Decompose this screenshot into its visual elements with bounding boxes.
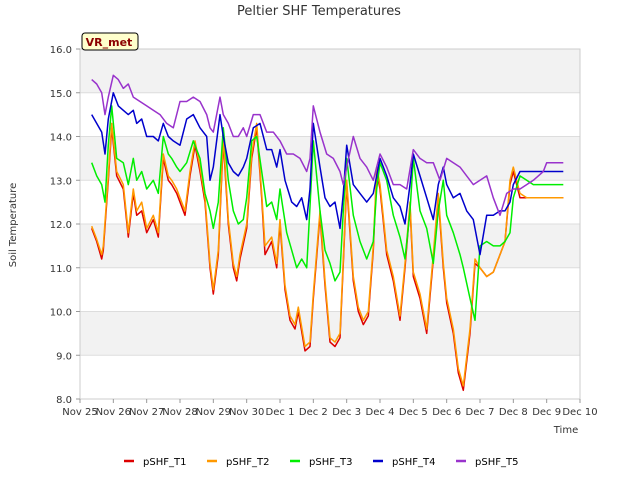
station-badge: VR_met	[81, 32, 139, 51]
x-tick-label: Nov 29	[196, 407, 231, 418]
series-lines	[90, 74, 564, 392]
y-tick-label: 14.0	[50, 133, 72, 144]
y-tick-label: 13.0	[50, 176, 72, 187]
x-axis-label: Time	[553, 425, 578, 436]
legend-label: pSHF_T2	[226, 457, 269, 468]
legend-item-pSHF_T5: pSHF_T5	[456, 457, 518, 468]
x-tick-label: Dec 10	[562, 407, 597, 418]
series-line-pSHF_T4	[91, 92, 564, 256]
x-tick-label: Nov 26	[96, 407, 131, 418]
x-tick-label: Dec 6	[432, 407, 461, 418]
grid-band	[80, 136, 580, 181]
grid-band	[80, 49, 580, 93]
y-tick-label: 12.0	[50, 220, 72, 231]
legend-item-pSHF_T3: pSHF_T3	[290, 457, 352, 468]
legend-label: pSHF_T1	[143, 457, 186, 468]
series-line-pSHF_T5	[91, 74, 564, 217]
legend-label: pSHF_T5	[475, 457, 518, 468]
legend-label: pSHF_T3	[309, 457, 352, 468]
y-axis-label: Soil Temperature	[8, 183, 19, 268]
x-tick-label: Nov 30	[229, 407, 264, 418]
y-axis-ticks: 8.0 9.0 10.0 11.0 12.0 13.0 14.0 15.0 16.0	[50, 45, 80, 406]
y-tick-label: 16.0	[50, 45, 72, 56]
station-badge-label: VR_met	[86, 36, 133, 49]
x-tick-label: Dec 3	[332, 407, 361, 418]
y-tick-label: 9.0	[56, 351, 72, 362]
x-tick-label: Dec 9	[532, 407, 561, 418]
y-tick-label: 10.0	[50, 308, 72, 319]
series-line-pSHF_T3	[90, 105, 564, 322]
x-tick-label: Dec 1	[266, 407, 295, 418]
y-tick-label: 15.0	[50, 89, 72, 100]
legend-item-pSHF_T1: pSHF_T1	[124, 457, 186, 468]
x-tick-label: Dec 5	[399, 407, 428, 418]
x-tick-label: Nov 28	[162, 407, 197, 418]
x-tick-label: Dec 8	[499, 407, 528, 418]
x-tick-label: Nov 27	[129, 407, 164, 418]
y-tick-label: 8.0	[56, 395, 72, 406]
series-line-pSHF_T2	[90, 122, 564, 387]
x-tick-label: Nov 25	[62, 407, 97, 418]
x-tick-label: Dec 7	[466, 407, 495, 418]
y-tick-label: 11.0	[50, 264, 72, 275]
grid-band	[80, 224, 580, 268]
x-tick-label: Dec 2	[299, 407, 328, 418]
x-tick-label: Dec 4	[366, 407, 395, 418]
legend-item-pSHF_T2: pSHF_T2	[207, 457, 269, 468]
legend-label: pSHF_T4	[392, 457, 435, 468]
legend: pSHF_T1 pSHF_T2 pSHF_T3 pSHF_T4 pSHF_T5	[124, 457, 518, 468]
chart-title: Peltier SHF Temperatures	[237, 4, 401, 19]
legend-item-pSHF_T4: pSHF_T4	[373, 457, 435, 468]
